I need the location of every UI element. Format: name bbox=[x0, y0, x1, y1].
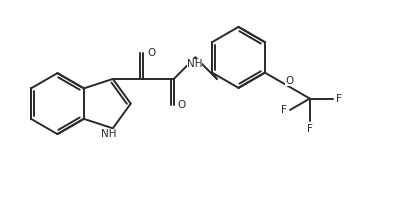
Text: NH: NH bbox=[101, 129, 117, 139]
Text: F: F bbox=[307, 124, 313, 134]
Text: F: F bbox=[336, 94, 342, 104]
Text: O: O bbox=[285, 76, 293, 86]
Text: O: O bbox=[178, 100, 186, 110]
Text: F: F bbox=[281, 105, 286, 115]
Text: O: O bbox=[147, 48, 155, 58]
Text: NH: NH bbox=[187, 59, 202, 69]
